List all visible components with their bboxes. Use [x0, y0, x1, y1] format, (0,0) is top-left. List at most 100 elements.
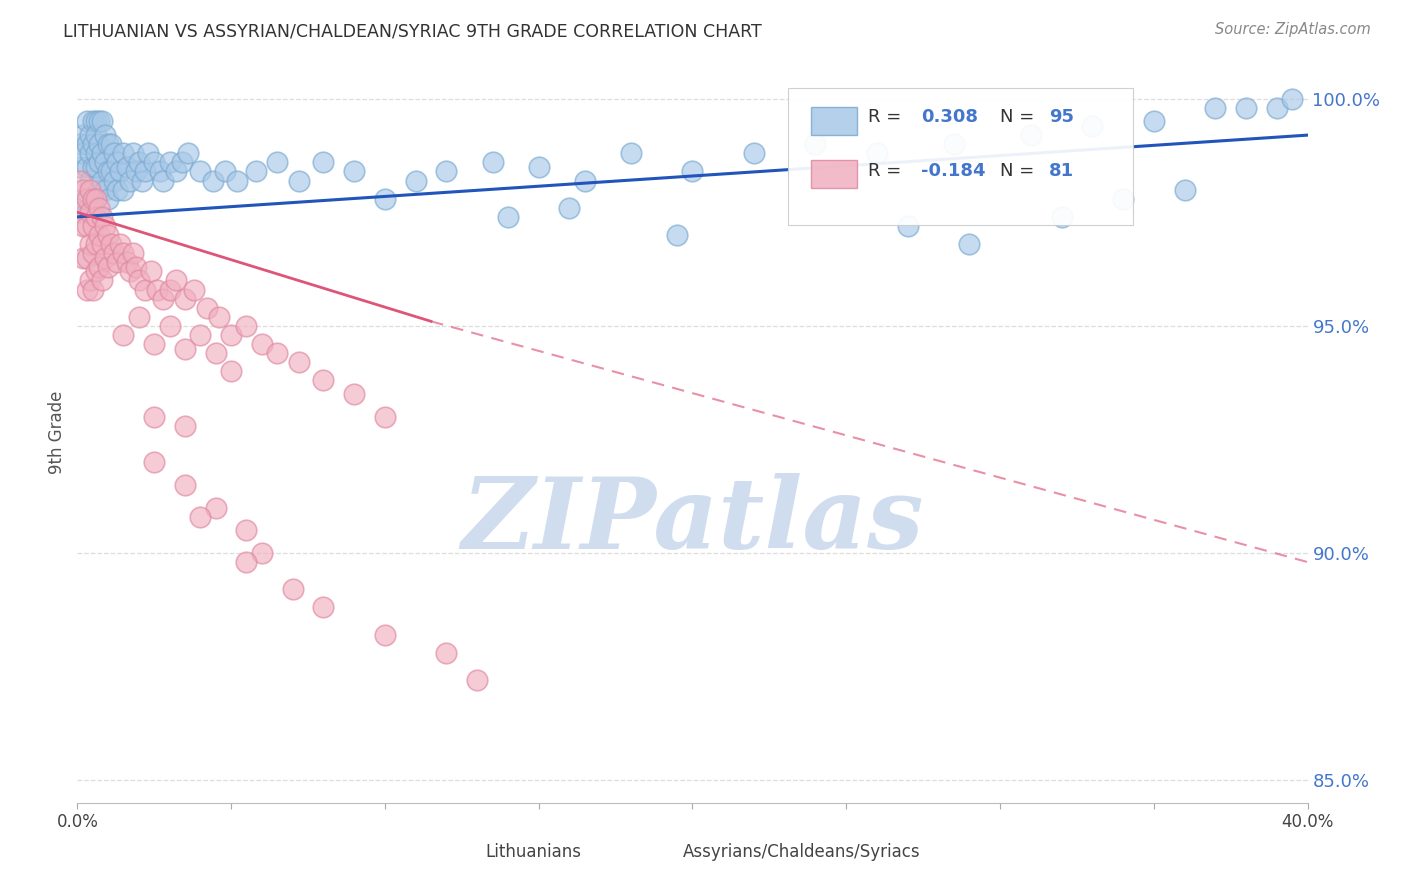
Point: [105, 255, 128, 269]
Point: [250, 337, 273, 351]
Point: [84, 192, 107, 206]
Point: [481, 155, 503, 169]
Point: [90, 146, 114, 161]
Point: [125, 164, 148, 178]
Point: [208, 310, 231, 324]
FancyBboxPatch shape: [789, 88, 1133, 226]
Point: [125, 260, 148, 274]
Point: [79, 173, 101, 187]
Point: [235, 523, 257, 537]
Point: [188, 509, 212, 524]
FancyBboxPatch shape: [637, 843, 673, 865]
Point: [312, 373, 335, 387]
Point: [281, 582, 304, 597]
Point: [165, 164, 187, 178]
Point: [94, 183, 117, 197]
Point: [84, 192, 107, 206]
Point: [94, 128, 117, 142]
Point: [159, 318, 181, 333]
Point: [141, 264, 163, 278]
Point: [174, 418, 197, 433]
Point: [152, 173, 174, 187]
Text: R =: R =: [869, 162, 907, 180]
Point: [82, 219, 104, 233]
Point: [288, 355, 311, 369]
Point: [87, 155, 110, 169]
Point: [79, 183, 101, 197]
Point: [374, 192, 396, 206]
Text: ZIPatlas: ZIPatlas: [461, 474, 924, 570]
Point: [1281, 92, 1303, 106]
Point: [136, 146, 159, 161]
Point: [804, 137, 827, 152]
Point: [87, 201, 110, 215]
Text: Assyrians/Chaldeans/Syriacs: Assyrians/Chaldeans/Syriacs: [683, 843, 921, 861]
Text: 95: 95: [1049, 108, 1074, 127]
Text: Source: ZipAtlas.com: Source: ZipAtlas.com: [1215, 22, 1371, 37]
Point: [159, 283, 181, 297]
Text: R =: R =: [869, 108, 907, 127]
Point: [1081, 119, 1104, 133]
Point: [94, 155, 117, 169]
Point: [134, 164, 156, 178]
Point: [118, 264, 141, 278]
Point: [87, 227, 110, 242]
Point: [143, 155, 166, 169]
Point: [204, 500, 226, 515]
Point: [174, 342, 197, 356]
Text: 81: 81: [1049, 162, 1074, 180]
Point: [558, 201, 581, 215]
Point: [159, 155, 181, 169]
Point: [76, 114, 98, 128]
Point: [76, 283, 98, 297]
Point: [183, 283, 205, 297]
Point: [146, 283, 169, 297]
Point: [405, 173, 427, 187]
Point: [1234, 101, 1257, 115]
Point: [574, 173, 596, 187]
Point: [97, 227, 120, 242]
Point: [436, 164, 458, 178]
Point: [266, 155, 288, 169]
Point: [82, 160, 104, 174]
Point: [188, 164, 212, 178]
Point: [82, 137, 104, 152]
Point: [97, 192, 120, 206]
Point: [343, 387, 366, 401]
Point: [1050, 210, 1073, 224]
Text: N =: N =: [1000, 108, 1040, 127]
Point: [374, 409, 396, 424]
Point: [100, 164, 122, 178]
Point: [115, 255, 138, 269]
Point: [103, 246, 125, 260]
Point: [76, 251, 98, 265]
Point: [110, 164, 132, 178]
Point: [226, 173, 249, 187]
Point: [112, 183, 135, 197]
Point: [374, 628, 396, 642]
Text: LITHUANIAN VS ASSYRIAN/CHALDEAN/SYRIAC 9TH GRADE CORRELATION CHART: LITHUANIAN VS ASSYRIAN/CHALDEAN/SYRIAC 9…: [63, 22, 762, 40]
Point: [201, 173, 224, 187]
Point: [79, 273, 101, 287]
Point: [121, 246, 143, 260]
Point: [90, 114, 114, 128]
Point: [174, 478, 197, 492]
Point: [110, 237, 132, 252]
Point: [245, 164, 267, 178]
Point: [128, 310, 150, 324]
Point: [682, 164, 704, 178]
Point: [79, 237, 101, 252]
Point: [1112, 192, 1135, 206]
Point: [90, 273, 114, 287]
Point: [436, 646, 458, 660]
Point: [134, 283, 156, 297]
Point: [97, 260, 120, 274]
Point: [100, 237, 122, 252]
Point: [195, 301, 218, 315]
Point: [94, 251, 117, 265]
Point: [90, 173, 114, 187]
Point: [97, 164, 120, 178]
Point: [174, 292, 197, 306]
Point: [312, 600, 335, 615]
Point: [165, 273, 187, 287]
